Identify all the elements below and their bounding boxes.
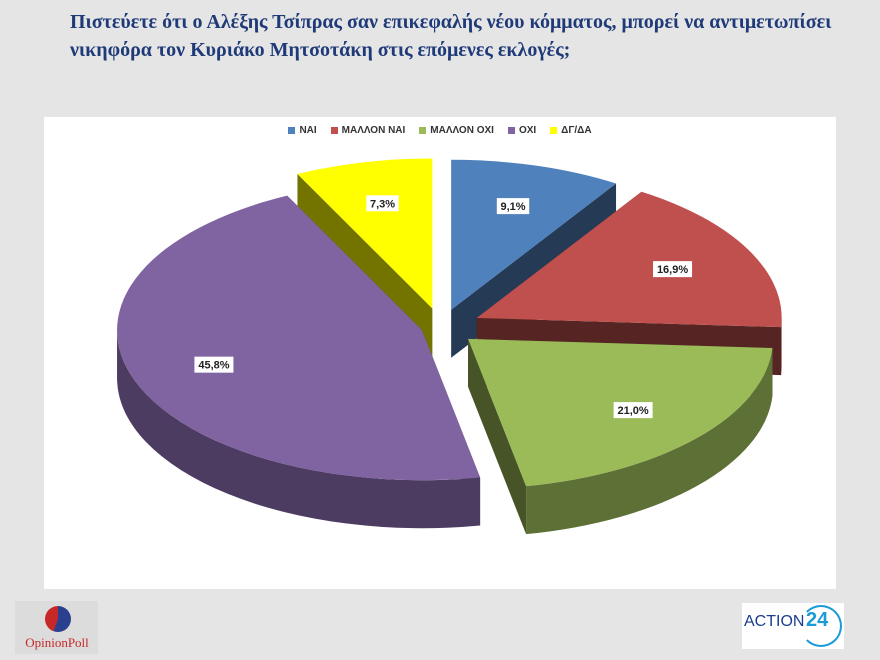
data-label-text: 16,9% — [657, 264, 688, 276]
pie-slice-1 — [451, 159, 617, 310]
legend-item: ΜΑΛΛΟΝ ΝΑΙ — [330, 125, 406, 136]
pie-slice-side — [117, 330, 481, 529]
data-label: 16,9% — [653, 261, 693, 278]
legend-item: ΟΧΙ — [507, 125, 537, 136]
action24-logo-text: ACTION — [744, 613, 805, 630]
action24-logo-number: 24 — [806, 609, 829, 631]
data-label-text: 9,1% — [500, 201, 525, 213]
legend-label: ΜΑΛΛΟΝ ΝΑΙ — [341, 125, 406, 136]
opinion-poll-logo-text: OpinionPoll — [25, 635, 89, 650]
pie-slice-4 — [117, 195, 481, 481]
legend-swatch — [288, 127, 296, 134]
data-label: 21,0% — [613, 402, 653, 419]
legend-label: ΝΑΙ — [299, 125, 317, 136]
legend-item: ΝΑΙ — [288, 125, 317, 136]
legend-swatch — [419, 127, 427, 134]
action24-logo: ACTION 24 — [742, 603, 844, 649]
legend: ΝΑΙ ΜΑΛΛΟΝ ΝΑΙ ΜΑΛΛΟΝ ΟΧΙ ΟΧΙ ΔΓ/ΔΑ — [44, 125, 836, 136]
data-label-text: 45,8% — [198, 360, 229, 372]
data-label: 9,1% — [496, 198, 530, 215]
chart-panel: ΝΑΙ ΜΑΛΛΟΝ ΝΑΙ ΜΑΛΛΟΝ ΟΧΙ ΟΧΙ ΔΓ/ΔΑ 9,1% 16,9… — [44, 117, 836, 589]
legend-label: ΔΓ/ΔΑ — [561, 125, 592, 136]
opinion-poll-logo: OpinionPoll — [15, 601, 98, 654]
legend-label: ΟΧΙ — [518, 125, 537, 136]
data-label-box — [653, 261, 693, 278]
data-label: 7,3% — [366, 195, 399, 212]
data-label-text: 7,3% — [370, 198, 395, 210]
pie-slice-2 — [476, 191, 782, 328]
legend-swatch — [550, 127, 558, 134]
legend-item: ΜΑΛΛΟΝ ΟΧΙ — [419, 125, 494, 136]
data-label-box — [496, 198, 530, 215]
legend-item: ΔΓ/ΔΑ — [550, 125, 592, 136]
pie-chart: 9,1% 16,9% 21,0% 45,8% 7,3% — [117, 158, 782, 535]
action24-logo-ring — [800, 605, 842, 647]
legend-label: ΜΑΛΛΟΝ ΟΧΙ — [430, 125, 494, 136]
data-label: 45,8% — [194, 356, 234, 373]
chart-title: Πιστεύετε ότι ο Αλέξης Τσίπρας σαν επικε… — [70, 11, 832, 61]
data-label-text: 21,0% — [618, 405, 649, 417]
pie-slice-side — [781, 317, 782, 376]
data-label-box — [613, 402, 653, 419]
data-label-box — [194, 356, 234, 373]
pie-slice-side — [526, 348, 773, 535]
opinion-poll-logo-icon — [45, 606, 71, 632]
legend-swatch — [507, 127, 515, 134]
pie-slice-wall — [468, 338, 527, 535]
legend-swatch — [330, 127, 338, 134]
data-label-box — [366, 195, 399, 212]
